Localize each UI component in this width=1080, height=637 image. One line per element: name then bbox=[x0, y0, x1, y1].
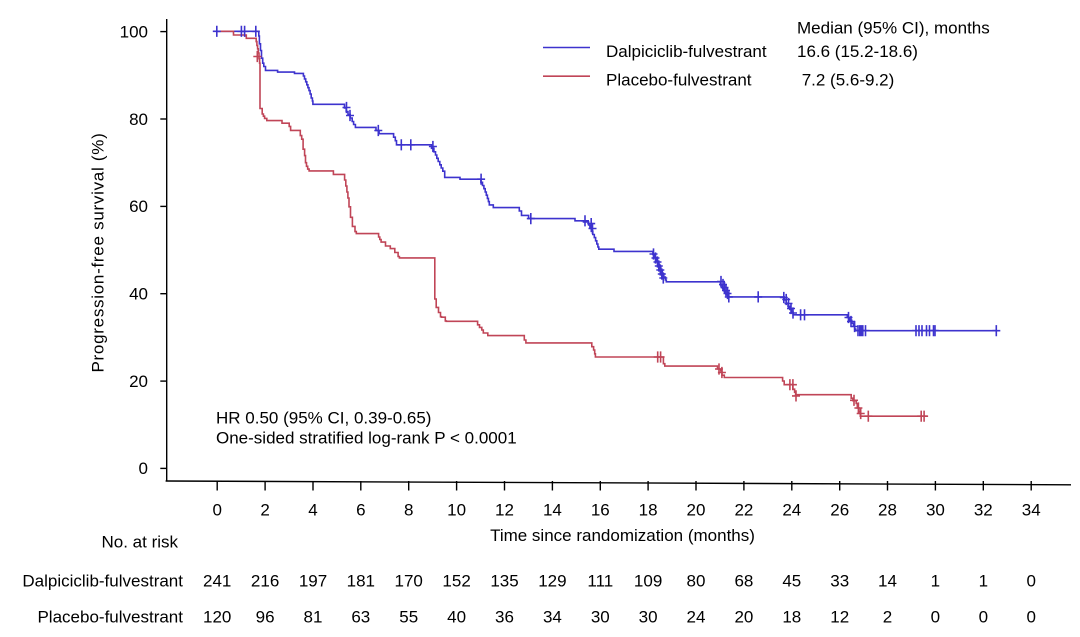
svg-text:12: 12 bbox=[830, 608, 849, 627]
svg-text:152: 152 bbox=[442, 571, 470, 590]
svg-text:33: 33 bbox=[830, 571, 849, 590]
svg-text:1: 1 bbox=[979, 571, 988, 590]
svg-text:Dalpiciclib-fulvestrant: Dalpiciclib-fulvestrant bbox=[606, 42, 767, 61]
svg-text:30: 30 bbox=[639, 608, 658, 627]
svg-text:Placebo-fulvestrant: Placebo-fulvestrant bbox=[606, 71, 752, 90]
svg-text:Time since randomization (mont: Time since randomization (months) bbox=[490, 526, 755, 545]
svg-text:80: 80 bbox=[687, 571, 706, 590]
svg-text:18: 18 bbox=[639, 501, 658, 520]
svg-text:96: 96 bbox=[256, 608, 275, 627]
svg-text:Dalpiciclib-fulvestrant: Dalpiciclib-fulvestrant bbox=[22, 571, 183, 590]
svg-text:80: 80 bbox=[129, 110, 148, 129]
svg-text:45: 45 bbox=[782, 571, 801, 590]
svg-text:Progression-free survival (%): Progression-free survival (%) bbox=[89, 132, 108, 372]
svg-text:8: 8 bbox=[404, 501, 413, 520]
svg-text:20: 20 bbox=[687, 501, 706, 520]
svg-text:0: 0 bbox=[212, 501, 221, 520]
svg-text:181: 181 bbox=[347, 571, 375, 590]
svg-text:111: 111 bbox=[587, 571, 613, 590]
svg-text:2: 2 bbox=[883, 608, 892, 627]
svg-text:Placebo-fulvestrant: Placebo-fulvestrant bbox=[37, 608, 183, 627]
svg-text:0: 0 bbox=[1026, 571, 1035, 590]
svg-text:55: 55 bbox=[399, 608, 418, 627]
svg-text:0: 0 bbox=[139, 459, 148, 478]
svg-text:6: 6 bbox=[356, 501, 365, 520]
svg-text:14: 14 bbox=[878, 571, 897, 590]
svg-text:0: 0 bbox=[979, 608, 988, 627]
svg-text:4: 4 bbox=[308, 501, 317, 520]
svg-text:16: 16 bbox=[591, 501, 610, 520]
svg-text:34: 34 bbox=[1022, 501, 1041, 520]
svg-text:14: 14 bbox=[543, 501, 562, 520]
svg-text:81: 81 bbox=[304, 608, 323, 627]
svg-text:24: 24 bbox=[687, 608, 706, 627]
svg-text:120: 120 bbox=[203, 608, 231, 627]
svg-text:26: 26 bbox=[830, 501, 849, 520]
svg-text:16.6 (15.2-18.6): 16.6 (15.2-18.6) bbox=[797, 42, 918, 61]
svg-text:68: 68 bbox=[734, 571, 753, 590]
svg-text:40: 40 bbox=[447, 608, 466, 627]
svg-text:22: 22 bbox=[734, 501, 753, 520]
svg-text:34: 34 bbox=[543, 608, 562, 627]
svg-text:Median (95% CI), months: Median (95% CI), months bbox=[797, 19, 990, 38]
svg-text:No. at risk: No. at risk bbox=[102, 533, 179, 552]
svg-text:20: 20 bbox=[129, 372, 148, 391]
svg-text:12: 12 bbox=[495, 501, 514, 520]
svg-text:10: 10 bbox=[447, 501, 466, 520]
svg-text:129: 129 bbox=[538, 571, 566, 590]
svg-text:109: 109 bbox=[634, 571, 662, 590]
svg-text:36: 36 bbox=[495, 608, 514, 627]
svg-text:32: 32 bbox=[974, 501, 993, 520]
svg-text:24: 24 bbox=[782, 501, 801, 520]
svg-text:2: 2 bbox=[260, 501, 269, 520]
svg-text:20: 20 bbox=[734, 608, 753, 627]
svg-text:30: 30 bbox=[926, 501, 945, 520]
svg-text:18: 18 bbox=[782, 608, 801, 627]
svg-text:7.2 (5.6-9.2): 7.2 (5.6-9.2) bbox=[802, 71, 895, 90]
svg-text:40: 40 bbox=[129, 285, 148, 304]
svg-text:135: 135 bbox=[490, 571, 518, 590]
svg-text:60: 60 bbox=[129, 197, 148, 216]
svg-text:197: 197 bbox=[299, 571, 327, 590]
svg-text:30: 30 bbox=[591, 608, 610, 627]
svg-text:HR 0.50 (95% CI, 0.39-0.65): HR 0.50 (95% CI, 0.39-0.65) bbox=[216, 409, 431, 428]
svg-text:241: 241 bbox=[203, 571, 231, 590]
svg-text:28: 28 bbox=[878, 501, 897, 520]
svg-text:100: 100 bbox=[120, 22, 148, 41]
svg-text:1: 1 bbox=[931, 571, 940, 590]
svg-text:0: 0 bbox=[931, 608, 940, 627]
svg-text:0: 0 bbox=[1026, 608, 1035, 627]
svg-text:170: 170 bbox=[395, 571, 423, 590]
svg-text:One-sided stratified log-rank: One-sided stratified log-rank P < 0.0001 bbox=[216, 429, 517, 448]
svg-text:216: 216 bbox=[251, 571, 279, 590]
svg-text:63: 63 bbox=[351, 608, 370, 627]
